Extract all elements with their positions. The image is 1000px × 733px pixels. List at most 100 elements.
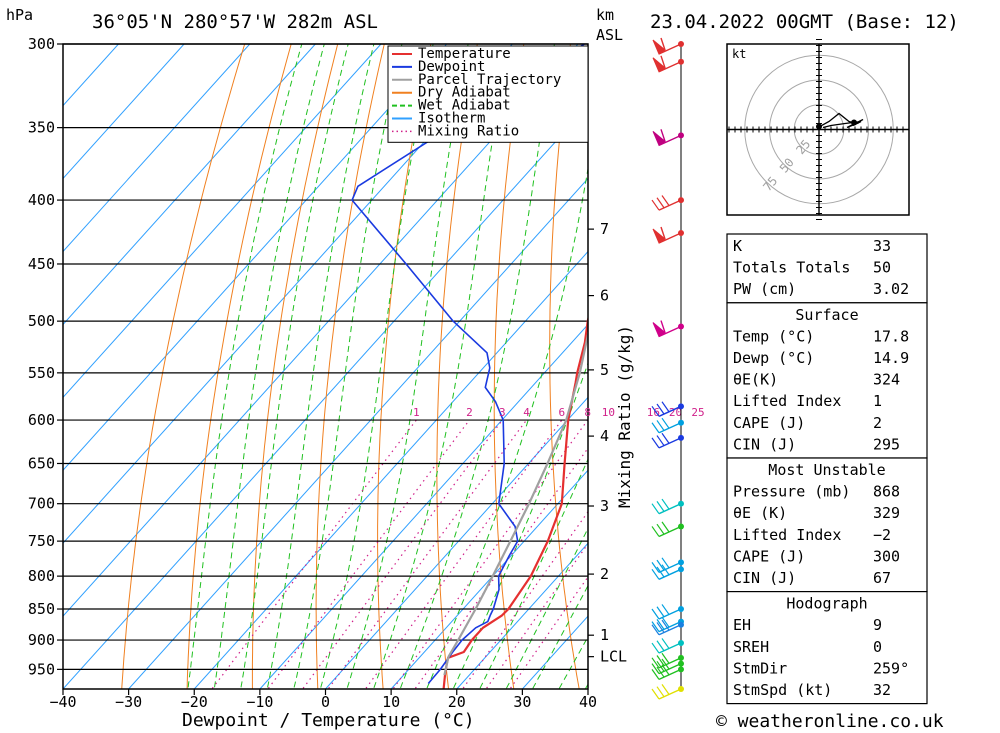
table-row-label: θE (K) bbox=[733, 504, 787, 522]
legend-entry: Temperature bbox=[418, 46, 511, 62]
table-row-label: CIN (J) bbox=[733, 435, 796, 453]
wind-barb-staff bbox=[658, 525, 682, 538]
temperature-tick-label: 0 bbox=[321, 693, 330, 711]
isotherm-line bbox=[63, 44, 513, 544]
table-row-label: θE(K) bbox=[733, 371, 778, 389]
mixing-ratio-label: 6 bbox=[558, 406, 565, 419]
pressure-tick-label: 300 bbox=[28, 35, 55, 53]
pressure-tick-label: 500 bbox=[28, 312, 55, 330]
table-section-title: Surface bbox=[795, 306, 858, 324]
table-row-label: Temp (°C) bbox=[733, 327, 814, 345]
pressure-tick-label: 400 bbox=[28, 191, 55, 209]
wind-barb bbox=[652, 320, 684, 338]
wind-barb-dot bbox=[678, 41, 684, 47]
table-row-label: PW (cm) bbox=[733, 280, 796, 298]
wind-barb-staff bbox=[658, 43, 682, 55]
wind-barb-feather bbox=[661, 652, 670, 664]
x-axis-title: Dewpoint / Temperature (°C) bbox=[182, 710, 475, 731]
table-row-label: StmSpd (kt) bbox=[733, 681, 832, 699]
wind-barb-staff bbox=[658, 405, 682, 417]
wind-barb-feather bbox=[656, 559, 665, 571]
table-row-value: 2 bbox=[873, 414, 882, 432]
pressure-tick-label: 700 bbox=[28, 495, 55, 513]
mixing-ratio-label: 16 bbox=[647, 406, 660, 419]
wind-barb-feather bbox=[656, 197, 665, 209]
wind-barb-dot bbox=[678, 403, 684, 410]
wind-barb-dot bbox=[678, 500, 684, 507]
wind-barb-dot bbox=[678, 686, 684, 692]
wind-barb-feather bbox=[661, 521, 670, 533]
wind-barb bbox=[651, 664, 684, 681]
dry-adiabat-line bbox=[377, 44, 432, 689]
indices-table: K 33 Totals Totals 50 PW (cm) 3.02 Surface Temp… bbox=[726, 233, 928, 705]
table-section-title: Hodograph bbox=[786, 595, 867, 613]
temperature-tick-label: 10 bbox=[382, 693, 400, 711]
pressure-tick-label: 550 bbox=[28, 364, 55, 382]
wind-barb-feather bbox=[661, 564, 670, 576]
mixing-ratio-label: 2 bbox=[466, 406, 473, 419]
dry-adiabat-line bbox=[656, 26, 712, 698]
table-row-value: −2 bbox=[873, 526, 891, 544]
table-row-label: SREH bbox=[733, 638, 769, 656]
wind-barb-dot bbox=[678, 606, 684, 613]
wind-barb-staff bbox=[658, 561, 682, 574]
mixing-ratio-label: 4 bbox=[523, 406, 530, 419]
copyright-footer: © weatheronline.co.uk bbox=[716, 711, 944, 732]
table-box-indices bbox=[726, 233, 928, 304]
wind-barb-feather bbox=[661, 684, 670, 695]
temperature-tick-label: 30 bbox=[513, 693, 531, 711]
wind-barb-feather bbox=[656, 606, 665, 618]
hodograph-storm-marker bbox=[851, 119, 857, 126]
wind-barb bbox=[651, 638, 684, 654]
parcel-trajectory-curve bbox=[443, 329, 588, 676]
wind-barb-dot bbox=[678, 523, 684, 530]
wind-barb-feather bbox=[661, 616, 670, 628]
table-row-label: CAPE (J) bbox=[733, 547, 805, 565]
wind-barb-flag bbox=[652, 228, 666, 244]
wind-barb-staff bbox=[658, 437, 682, 449]
wind-barb-staff bbox=[658, 503, 682, 515]
dry-adiabat-line bbox=[942, 26, 1000, 698]
pressure-tick-label: 850 bbox=[28, 600, 55, 618]
legend-entry: Mixing Ratio bbox=[418, 123, 519, 139]
wind-barb bbox=[651, 557, 684, 574]
table-row-value: 17.8 bbox=[873, 327, 909, 345]
legend-entry: Wet Adiabat bbox=[418, 98, 511, 114]
wind-barb bbox=[651, 619, 684, 636]
table-row-label: Lifted Index bbox=[733, 526, 841, 544]
table-row-value: 259° bbox=[873, 659, 909, 677]
axis-ticks: 3003504004505005506006507007508008509009… bbox=[28, 35, 627, 711]
dry-adiabat-line bbox=[436, 44, 478, 689]
wind-barb-feather bbox=[656, 640, 665, 652]
wind-barb bbox=[651, 658, 684, 675]
wind-barb-feather bbox=[656, 655, 665, 666]
isotherm-line bbox=[63, 44, 251, 253]
isotherm-line bbox=[63, 44, 185, 180]
mixing-ratio-label: 10 bbox=[602, 406, 615, 419]
wind-barb-flag bbox=[652, 130, 666, 147]
mixing-ratio-label: 8 bbox=[584, 406, 591, 419]
wind-barb-feather bbox=[656, 666, 665, 678]
table-section-title: Most Unstable bbox=[768, 461, 885, 479]
isotherm-line bbox=[63, 104, 588, 689]
legend-entry: Isotherm bbox=[418, 111, 485, 127]
wind-barb bbox=[651, 652, 684, 669]
mixing-ratio-line bbox=[364, 419, 563, 689]
wind-barb-feather bbox=[651, 624, 660, 636]
legend-entry: Dewpoint bbox=[418, 59, 485, 75]
pressure-tick-label: 900 bbox=[28, 631, 55, 649]
table-row-value: 50 bbox=[873, 259, 891, 277]
wind-barb bbox=[651, 684, 684, 700]
table-row-value: 1 bbox=[873, 392, 882, 410]
wind-barb-feather bbox=[661, 604, 670, 615]
hodograph-trace bbox=[817, 112, 864, 130]
wind-barb-feather bbox=[661, 401, 670, 413]
temperature-tick-label: 20 bbox=[448, 693, 466, 711]
height-tick-label: 5 bbox=[600, 361, 609, 379]
hpa-axis-label: hPa bbox=[6, 6, 33, 24]
wind-barb-staff bbox=[658, 422, 682, 434]
wind-barb-feather bbox=[661, 417, 670, 429]
dry-adiabat-line bbox=[251, 44, 339, 689]
wind-barb-dot bbox=[678, 419, 684, 426]
wind-barb-staff bbox=[658, 199, 682, 211]
